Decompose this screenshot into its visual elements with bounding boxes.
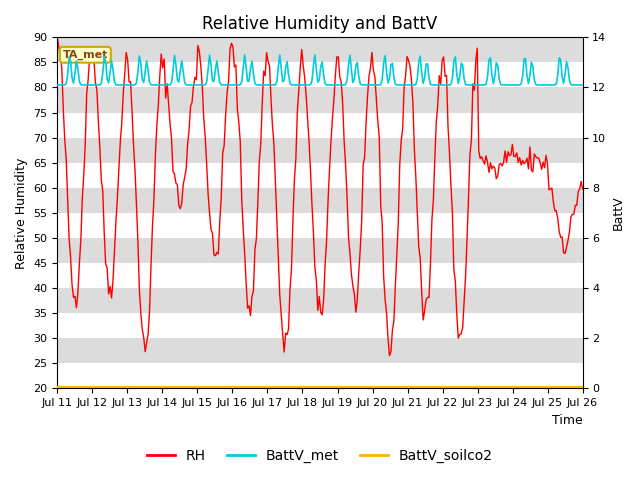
BattV_soilco2 (210, 384, 218, 390)
BattV_met (285, 72, 292, 77)
Title: Relative Humidity and BattV: Relative Humidity and BattV (202, 15, 438, 33)
RH (54, 36, 61, 41)
BattV_met (210, 79, 218, 84)
RH (228, 40, 236, 46)
Bar (58, 37, 582, 62)
Bar (58, 188, 582, 213)
Bar (58, 263, 582, 288)
BattV_met (276, 52, 284, 58)
RH (579, 186, 586, 192)
BattV_met (118, 82, 125, 88)
Y-axis label: BattV: BattV (612, 195, 625, 230)
Bar (58, 138, 582, 163)
BattV_met (228, 82, 236, 88)
Bar (58, 87, 582, 112)
BattV_soilco2 (550, 384, 557, 390)
RH (236, 139, 244, 145)
RH (210, 252, 218, 258)
Bar (58, 313, 582, 338)
BattV_met (236, 82, 244, 88)
Bar (58, 112, 582, 138)
X-axis label: Time: Time (552, 414, 582, 427)
BattV_met (54, 82, 61, 88)
BattV_soilco2 (54, 384, 61, 390)
RH (386, 353, 394, 359)
Bar (58, 62, 582, 87)
Bar (58, 363, 582, 388)
RH (284, 332, 291, 337)
BattV_met (551, 82, 559, 88)
BattV_soilco2 (579, 384, 586, 390)
Bar (58, 213, 582, 238)
Bar (58, 238, 582, 263)
RH (551, 208, 559, 214)
Bar (58, 163, 582, 188)
Bar (58, 288, 582, 313)
RH (118, 120, 125, 126)
Text: TA_met: TA_met (63, 49, 108, 60)
Line: RH: RH (58, 38, 582, 356)
Bar (58, 338, 582, 363)
Legend: RH, BattV_met, BattV_soilco2: RH, BattV_met, BattV_soilco2 (141, 443, 499, 468)
BattV_soilco2 (228, 384, 236, 390)
Line: BattV_met: BattV_met (58, 55, 582, 85)
Y-axis label: Relative Humidity: Relative Humidity (15, 157, 28, 268)
BattV_soilco2 (236, 384, 244, 390)
BattV_soilco2 (118, 384, 125, 390)
BattV_met (579, 82, 586, 88)
BattV_soilco2 (284, 384, 291, 390)
